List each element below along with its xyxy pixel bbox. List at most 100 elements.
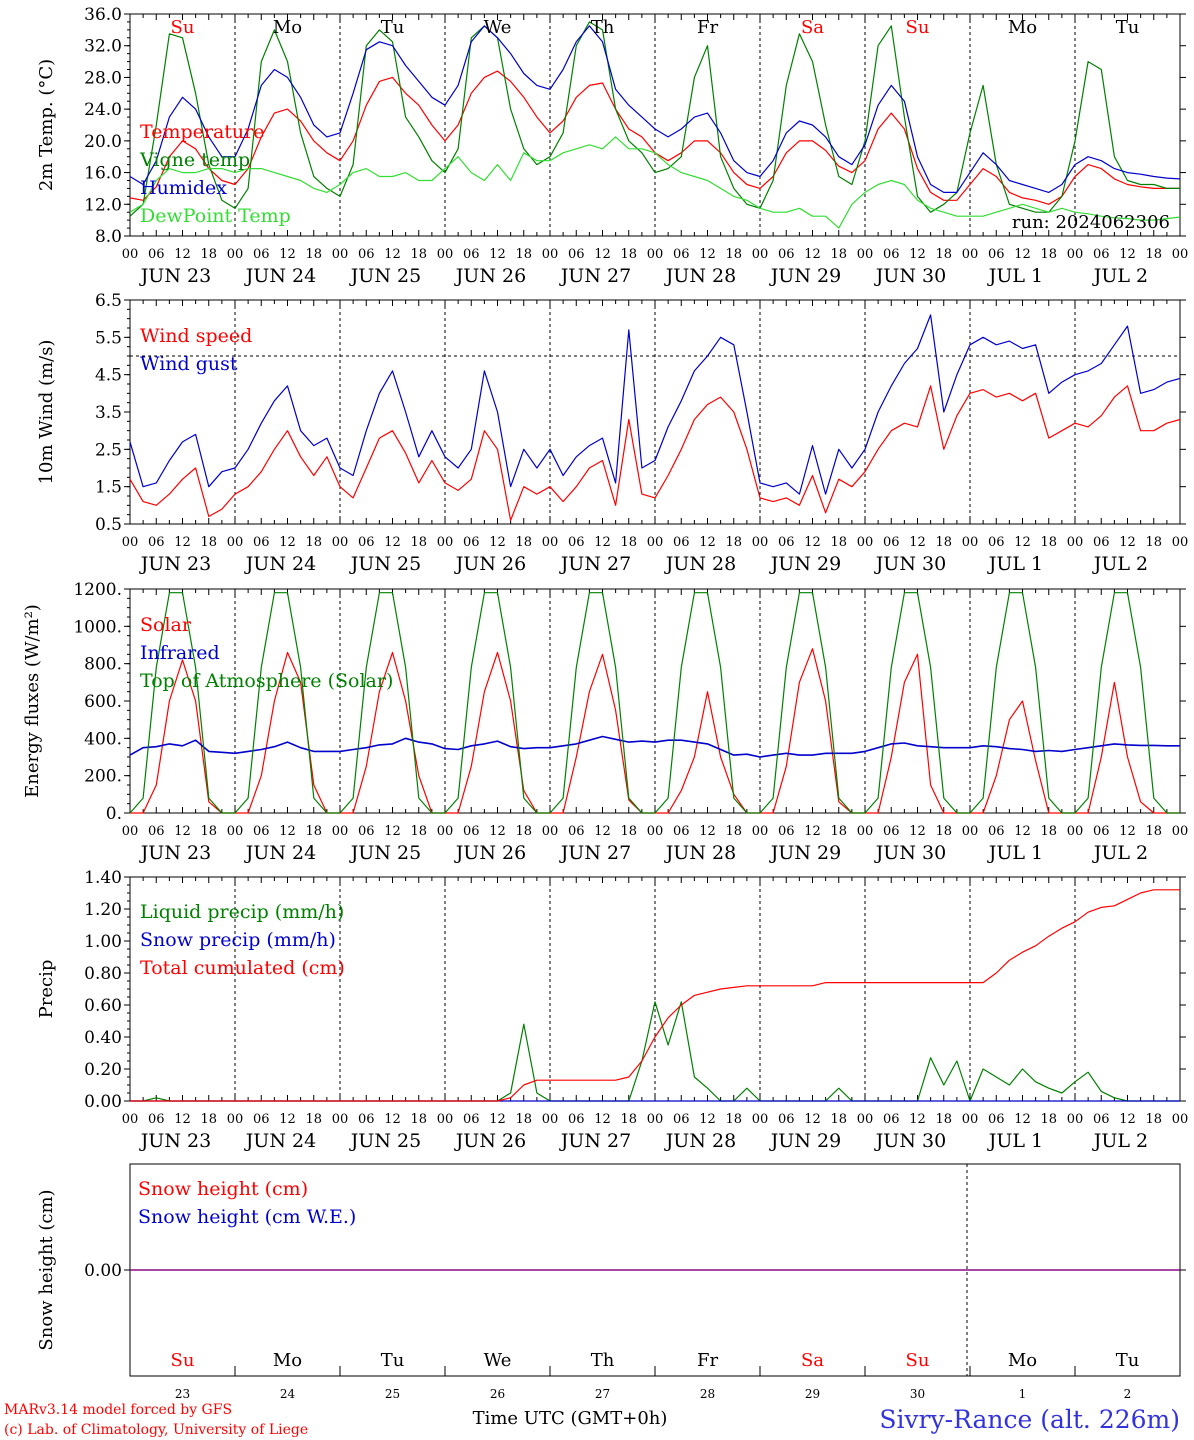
hour-label: 06 (253, 1112, 270, 1127)
hour-label: 00 (227, 1112, 244, 1127)
y-tick-label: 28.0 (84, 68, 122, 88)
hour-label: 06 (148, 247, 165, 262)
hour-label: 18 (1145, 1112, 1162, 1127)
y-tick-label: 800. (84, 655, 122, 675)
hour-label: 00 (962, 824, 979, 839)
footer-copyright: (c) Lab. of Climatology, University of L… (4, 1422, 308, 1438)
date-label: JUN 28 (664, 553, 736, 575)
date-label: JUN 26 (454, 842, 526, 864)
hour-label: 00 (542, 824, 559, 839)
y-tick-label: 36.0 (84, 5, 122, 25)
day-number-label: 29 (805, 1387, 820, 1401)
plot-frame (129, 299, 1181, 525)
hour-label: 00 (962, 247, 979, 262)
legend-entry: Vigne temp (139, 149, 250, 171)
date-label: JUN 25 (349, 553, 421, 575)
date-label: JUN 28 (664, 265, 736, 287)
panel-4: 0.00 0.20 0.40 0.60 0.80 1.00 1.20 1.40 Precip Li… (36, 868, 1188, 1152)
hour-label: 00 (1172, 1112, 1189, 1127)
hour-label: 12 (489, 1112, 506, 1127)
hour-label: 18 (725, 1112, 742, 1127)
hour-label: 00 (962, 1112, 979, 1127)
date-label: JUN 25 (349, 1130, 421, 1152)
hour-label: 12 (1014, 247, 1031, 262)
hour-label: 06 (253, 535, 270, 550)
y-tick-label: 1.5 (95, 478, 122, 498)
day-of-week-label: Mo (273, 17, 302, 38)
y-tick-label: 1000. (73, 617, 122, 637)
hour-label: 18 (200, 247, 217, 262)
hour-label: 00 (752, 1112, 769, 1127)
y-tick-label: 6.5 (95, 291, 122, 311)
legend-entry: Temperature (140, 121, 264, 143)
hour-label: 18 (830, 535, 847, 550)
hour-label: 12 (174, 247, 191, 262)
hour-label: 12 (1014, 1112, 1031, 1127)
y-tick-label: 8.0 (95, 227, 122, 247)
panel-1: 8.0 12.0 16.0 20.0 24.0 28.0 32.0 36.0 2m Temp. … (36, 5, 1188, 287)
hour-label: 18 (725, 535, 742, 550)
hour-label: 18 (830, 247, 847, 262)
day-of-week-label: Mo (273, 1350, 302, 1371)
hour-label: 06 (988, 1112, 1005, 1127)
hour-label: 06 (1093, 824, 1110, 839)
date-label: JUN 29 (769, 842, 841, 864)
hour-label: 00 (1172, 247, 1189, 262)
hour-label: 12 (699, 1112, 716, 1127)
hour-label: 12 (489, 247, 506, 262)
y-tick-label: 0.20 (84, 1060, 122, 1080)
hour-label: 06 (673, 824, 690, 839)
legend-entry: DewPoint Temp (140, 205, 291, 227)
date-label: JUL 2 (1092, 842, 1148, 864)
hour-label: 06 (883, 247, 900, 262)
y-tick-label: 200. (84, 767, 122, 787)
hour-label: 06 (148, 1112, 165, 1127)
y-tick-label: 2.5 (95, 440, 122, 460)
y-tick-label: 1.20 (84, 900, 122, 920)
hour-label: 18 (620, 824, 637, 839)
day-number-label: 28 (700, 1387, 715, 1401)
day-of-week-label: Tu (381, 1350, 405, 1371)
day-of-week-label: Th (591, 17, 615, 38)
y-tick-label: 600. (84, 692, 122, 712)
date-label: JUN 26 (454, 265, 526, 287)
hour-label: 18 (620, 535, 637, 550)
day-number-label: 2 (1124, 1387, 1132, 1401)
day-number-label: 23 (175, 1387, 190, 1401)
x-axis-title: Time UTC (GMT+0h) (473, 1408, 668, 1429)
hour-label: 00 (437, 535, 454, 550)
hour-label: 18 (200, 824, 217, 839)
hour-label: 18 (620, 1112, 637, 1127)
hour-label: 12 (909, 535, 926, 550)
y-tick-label: 3.5 (95, 403, 122, 423)
hour-label: 00 (857, 535, 874, 550)
legend-entry: Liquid precip (mm/h) (140, 901, 344, 923)
hour-label: 00 (857, 247, 874, 262)
hour-label: 12 (384, 824, 401, 839)
hour-label: 06 (778, 247, 795, 262)
footer-model: MARv3.14 model forced by GFS (4, 1402, 232, 1418)
date-label: JUN 27 (559, 842, 631, 864)
hour-label: 06 (148, 535, 165, 550)
hour-label: 18 (1040, 824, 1057, 839)
date-label: JUL 1 (987, 842, 1043, 864)
legend-entry: Snow height (cm) (138, 1178, 308, 1200)
hour-label: 00 (1067, 824, 1084, 839)
date-label: JUN 23 (139, 842, 211, 864)
hour-label: 06 (988, 535, 1005, 550)
station-label: Sivry-Rance (alt. 226m) (879, 1405, 1180, 1434)
y-tick-label: 5.5 (95, 328, 122, 348)
date-label: JUN 23 (139, 553, 211, 575)
hour-label: 06 (883, 535, 900, 550)
hour-label: 00 (437, 247, 454, 262)
legend-entry: Humidex (140, 177, 227, 199)
hour-label: 18 (830, 1112, 847, 1127)
date-label: JUN 24 (244, 553, 316, 575)
day-of-week-label: We (484, 1350, 512, 1371)
date-label: JUN 24 (244, 265, 316, 287)
date-label: JUN 30 (874, 1130, 946, 1152)
hour-label: 06 (358, 535, 375, 550)
y-tick-label: 4.5 (95, 366, 122, 386)
hour-label: 12 (1119, 824, 1136, 839)
y-tick-label: 400. (84, 729, 122, 749)
